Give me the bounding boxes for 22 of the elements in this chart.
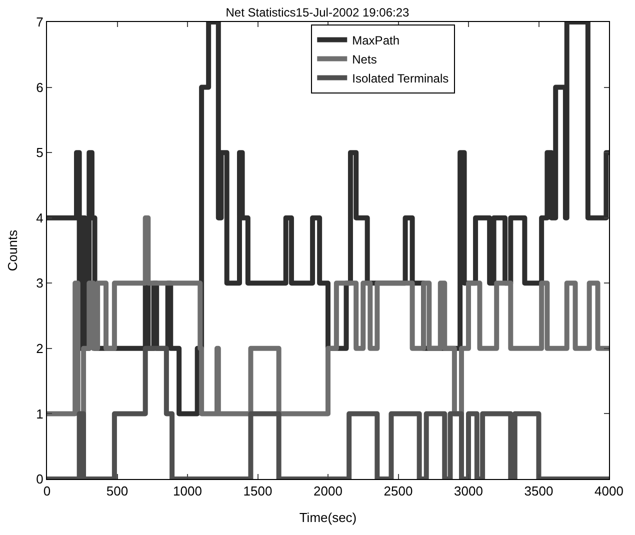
legend-label: Isolated Terminals bbox=[352, 71, 449, 86]
x-tick-label: 1000 bbox=[173, 484, 202, 499]
x-tick-label: 2500 bbox=[384, 484, 413, 499]
y-tick-label: 4 bbox=[36, 210, 44, 226]
x-tick-label: 500 bbox=[106, 484, 128, 499]
y-tick-label: 5 bbox=[36, 145, 44, 160]
y-axis-title: Counts bbox=[5, 229, 20, 272]
y-tick-label: 6 bbox=[36, 80, 44, 95]
y-tick-label: 1 bbox=[36, 406, 44, 422]
x-tick-label: 3500 bbox=[524, 484, 554, 499]
x-tick-label: 1500 bbox=[243, 484, 272, 499]
chart-title: Net Statistics15-Jul-2002 19:06:23 bbox=[226, 5, 410, 20]
y-tick-label: 0 bbox=[36, 472, 44, 487]
y-tick-label: 3 bbox=[36, 276, 44, 291]
x-tick-label: 4000 bbox=[594, 484, 624, 499]
legend-label: Nets bbox=[352, 52, 377, 66]
x-tick-label: 2000 bbox=[314, 484, 342, 499]
legend-label: MaxPath bbox=[352, 33, 400, 48]
x-tick-label: 3000 bbox=[454, 484, 483, 499]
y-tick-label: 7 bbox=[36, 14, 44, 30]
y-tick-label: 2 bbox=[36, 340, 44, 356]
x-axis-title: Time(sec) bbox=[299, 510, 357, 526]
